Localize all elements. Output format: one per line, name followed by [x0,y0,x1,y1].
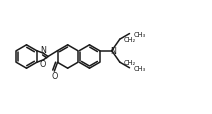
Text: CH₃: CH₃ [134,31,146,37]
Text: CH₃: CH₃ [134,65,146,71]
Text: N: N [40,45,46,54]
Text: CH₂: CH₂ [124,37,136,43]
Text: CH₂: CH₂ [124,60,136,66]
Text: O: O [40,60,46,69]
Text: N: N [110,46,116,55]
Text: O: O [51,71,57,80]
